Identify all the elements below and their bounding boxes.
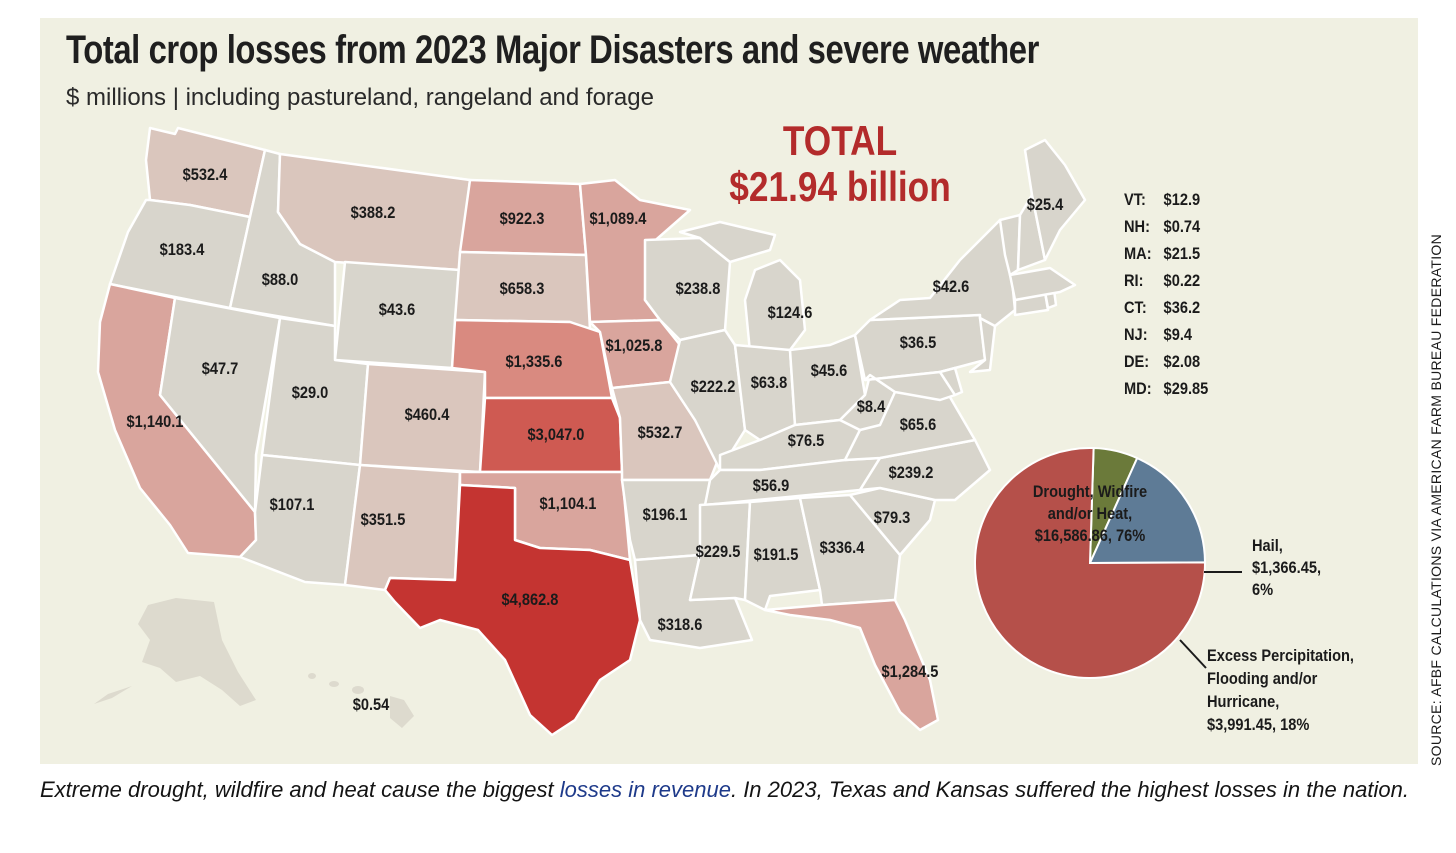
- state-label-ny: $42.6: [933, 278, 970, 296]
- state-hi: [308, 673, 414, 728]
- state-label-tx: $4,862.8: [502, 591, 559, 609]
- total-label: TOTAL: [782, 117, 898, 164]
- state-label-tn: $56.9: [753, 477, 790, 495]
- small-state-row: DE: $2.08: [1124, 352, 1201, 371]
- small-states-list: VT: $12.9 NH: $0.74 MA: $21.5 RI: $0.22 CT: $…: [1124, 186, 1208, 402]
- pie-slice-0: [974, 447, 1207, 679]
- state-label-wa: $532.4: [183, 166, 228, 184]
- small-state-row: MD: $29.85: [1124, 379, 1209, 398]
- pie-label-2: Excess Percipitation, Flooding and/or Hurr…: [1207, 647, 1354, 734]
- state-label-sc: $79.3: [874, 509, 911, 527]
- small-state-row: CT: $36.2: [1124, 298, 1201, 317]
- state-label-wy: $43.6: [379, 301, 416, 319]
- total-callout: TOTAL $21.94 billion: [714, 118, 966, 210]
- state-label-nm: $351.5: [361, 511, 406, 529]
- state-ak-islands: [94, 686, 132, 704]
- small-state-row: VT: $12.9: [1124, 190, 1201, 209]
- state-label-nv: $47.7: [202, 360, 239, 378]
- state-az: [238, 453, 362, 587]
- state-ma: [1008, 266, 1077, 302]
- small-state-row: RI: $0.22: [1124, 271, 1201, 290]
- leader-excess: [1179, 639, 1207, 669]
- small-state-row: NJ: $9.4: [1124, 325, 1193, 344]
- state-label-wv: $8.4: [857, 398, 886, 416]
- page-subtitle: $ millions | including pastureland, rang…: [66, 84, 654, 111]
- state-vt: [998, 213, 1022, 277]
- state-label-oh: $45.6: [811, 362, 848, 380]
- state-label-mn: $1,089.4: [590, 210, 647, 228]
- pie-label-1: Hail, $1,366.45, 6%: [1252, 537, 1321, 599]
- state-label-al: $191.5: [754, 546, 799, 564]
- state-label-ia: $1,025.8: [606, 337, 663, 355]
- state-label-az: $107.1: [270, 496, 315, 514]
- state-label-pa: $36.5: [900, 334, 937, 352]
- state-label-ga: $336.4: [820, 539, 865, 557]
- state-label-wi: $238.8: [676, 280, 721, 298]
- state-label-fl: $1,284.5: [882, 663, 939, 681]
- pie-label-0: Drought, Widfire and/or Heat, $16,586.86, …: [1033, 483, 1147, 545]
- state-label-or: $183.4: [160, 241, 205, 259]
- state-label-ar: $196.1: [643, 506, 688, 524]
- state-label-ne: $1,335.6: [506, 353, 563, 371]
- caption: Extreme drought, wildfire and heat cause…: [40, 777, 1409, 802]
- state-label-ut: $29.0: [292, 384, 329, 402]
- state-label-va: $65.6: [900, 416, 937, 434]
- state-label-hi: $0.54: [353, 696, 390, 714]
- state-value-labels: $532.4 $183.4 $1,140.1 $47.7 $88.0 $388.2 $43.…: [127, 166, 1064, 714]
- state-label-id: $88.0: [262, 271, 299, 289]
- small-state-row: NH: $0.74: [1124, 217, 1201, 236]
- losses-in-revenue-link[interactable]: losses in revenue: [559, 777, 731, 802]
- state-label-me: $25.4: [1027, 196, 1064, 214]
- state-label-ca: $1,140.1: [127, 413, 184, 431]
- state-label-la: $318.6: [658, 616, 703, 634]
- state-ny: [868, 218, 1017, 328]
- state-label-co: $460.4: [405, 406, 450, 424]
- state-label-mi: $124.6: [768, 304, 813, 322]
- page-title: Total crop losses from 2023 Major Disast…: [66, 28, 1039, 72]
- state-label-mo: $532.7: [638, 424, 683, 442]
- state-label-ks: $3,047.0: [528, 426, 585, 444]
- state-tx: [383, 483, 642, 737]
- small-state-row: MA: $21.5: [1124, 244, 1201, 263]
- state-ak: [138, 598, 256, 706]
- state-label-ky: $76.5: [788, 432, 825, 450]
- loss-cause-pie: Drought, Widfire and/or Heat, $16,586.86, …: [974, 447, 1354, 734]
- state-label-il: $222.2: [691, 378, 736, 396]
- state-label-ms: $229.5: [696, 543, 741, 561]
- state-me: [1023, 138, 1087, 262]
- state-de: [938, 366, 964, 397]
- state-label-ok: $1,104.1: [540, 495, 597, 513]
- state-in: [733, 343, 797, 442]
- state-fl: [763, 598, 940, 732]
- state-label-nc: $239.2: [889, 464, 934, 482]
- state-label-in: $63.8: [751, 374, 788, 392]
- total-value: $21.94 billion: [729, 163, 951, 210]
- state-label-mt: $388.2: [351, 204, 396, 222]
- state-mi-up: [678, 220, 777, 264]
- pie-slice-2: [1088, 456, 1207, 565]
- source-note: SOURCE: AFBF CALCULATIONS VIA AMERICAN F…: [1428, 234, 1444, 766]
- state-label-nd: $922.3: [500, 210, 545, 228]
- state-label-sd: $658.3: [500, 280, 545, 298]
- state-mi: [743, 258, 807, 354]
- pie-leader-lines: [1179, 571, 1242, 669]
